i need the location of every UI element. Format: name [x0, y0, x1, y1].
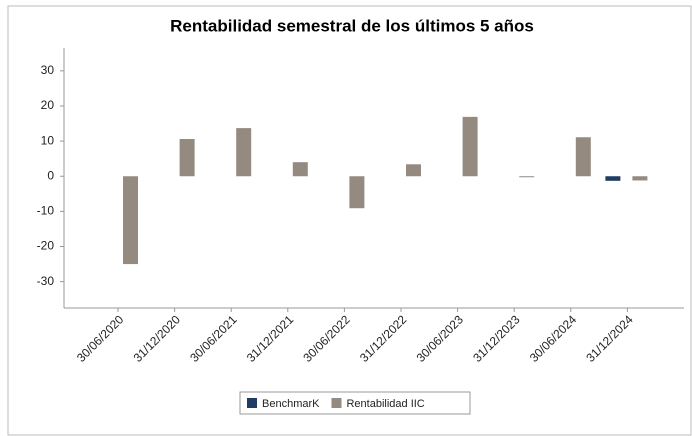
legend-label: Rentabilidad IIC [346, 398, 424, 410]
legend: BenchmarK Rentabilidad IIC [239, 391, 471, 415]
frame [7, 5, 692, 436]
x-tick-label: 31/12/2021 [244, 312, 297, 365]
x-tick-label: 30/06/2024 [527, 312, 580, 365]
y-tick-label: 10 [41, 133, 55, 147]
y-tick-label: -30 [37, 274, 55, 288]
x-tick-label: 31/12/2022 [357, 312, 410, 365]
x-tick-label: 30/06/2021 [187, 312, 240, 365]
bar [519, 176, 535, 178]
bar [605, 176, 621, 181]
bar [406, 164, 421, 177]
x-tick-label: 30/06/2023 [414, 312, 467, 365]
y-tick-label: 20 [41, 98, 55, 112]
y-tick-label: -20 [37, 239, 55, 253]
legend-swatch [331, 398, 342, 408]
bar [632, 176, 648, 181]
legend-swatch [247, 398, 257, 408]
bar [462, 116, 478, 177]
x-tick-label: 31/12/2023 [470, 312, 523, 365]
y-tick-label: 0 [47, 168, 54, 182]
bar [575, 137, 591, 177]
bar [349, 176, 365, 209]
x-tick-label: 31/12/2020 [131, 312, 184, 365]
bar [236, 128, 252, 177]
x-tick-label: 30/06/2022 [300, 312, 353, 365]
y-tick-label: 30 [41, 63, 55, 77]
x-tick-label: 31/12/2024 [583, 312, 636, 365]
bar [292, 162, 308, 177]
x-tick-label: 30/06/2020 [74, 312, 127, 365]
bar [123, 176, 138, 265]
legend-box [239, 391, 471, 415]
chart-title: Rentabilidad semestral de los últimos 5 … [170, 16, 534, 35]
legend-label: BenchmarK [262, 398, 320, 410]
y-tick-label: -10 [37, 204, 55, 218]
bar [179, 139, 195, 177]
